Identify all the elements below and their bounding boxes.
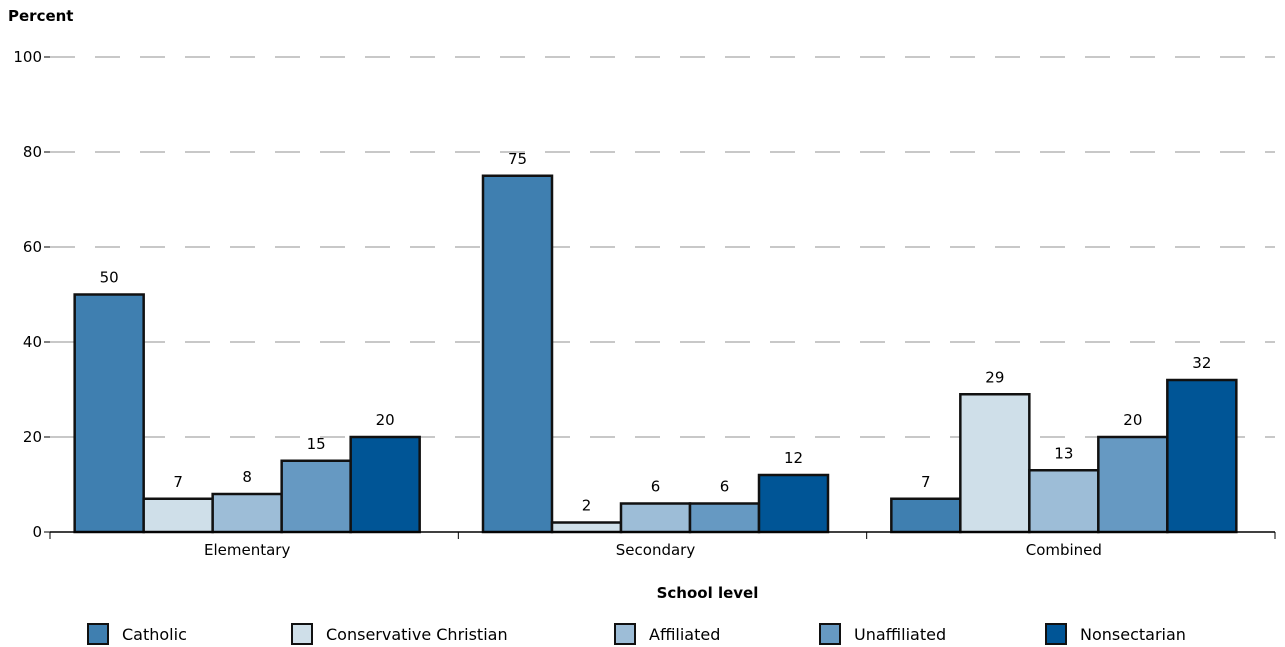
data-label: 7: [921, 473, 931, 491]
bars: [73, 174, 1238, 534]
y-tick-label: 40: [23, 333, 42, 351]
legend-label: Unaffiliated: [854, 625, 946, 644]
data-label: 6: [720, 478, 730, 496]
bar: [1166, 378, 1238, 534]
gridlines: [50, 56, 1275, 438]
bar: [550, 521, 623, 534]
bar: [280, 459, 352, 534]
legend-label: Catholic: [122, 625, 187, 644]
legend: Catholic Conservative Christian Affiliated…: [87, 623, 1186, 645]
data-label: 29: [985, 368, 1004, 386]
bar: [211, 492, 283, 534]
legend-swatch: [819, 623, 841, 645]
bar: [481, 174, 554, 534]
x-category-label: Combined: [1026, 541, 1102, 559]
bar: [619, 502, 692, 534]
legend-label: Conservative Christian: [326, 625, 508, 644]
y-tick-label: 80: [23, 143, 42, 161]
data-label: 6: [651, 478, 661, 496]
legend-swatch: [291, 623, 313, 645]
bar: [73, 293, 145, 534]
data-label: 20: [376, 411, 395, 429]
bar: [890, 497, 962, 534]
data-label: 12: [784, 449, 803, 467]
data-label: 2: [582, 497, 592, 515]
bar: [1097, 435, 1169, 534]
legend-label: Nonsectarian: [1080, 625, 1186, 644]
legend-swatch: [87, 623, 109, 645]
data-label: 7: [173, 473, 183, 491]
x-axis-title: School level: [657, 584, 759, 602]
legend-swatch: [1045, 623, 1067, 645]
data-label: 8: [242, 468, 252, 486]
y-axis-ticks: 0 20 40 60 80 100: [13, 48, 50, 541]
y-tick-label: 20: [23, 428, 42, 446]
bar: [959, 393, 1031, 534]
bar: [1028, 469, 1100, 534]
y-axis-title: Percent: [8, 7, 73, 25]
data-label: 32: [1192, 354, 1211, 372]
bar: [688, 502, 761, 534]
data-label: 20: [1123, 411, 1142, 429]
bar: [349, 435, 421, 534]
x-category-label: Secondary: [616, 541, 696, 559]
y-tick-label: 60: [23, 238, 42, 256]
x-axis-categories: Elementary Secondary Combined: [49, 532, 1276, 559]
data-label: 50: [100, 269, 119, 287]
legend-swatch: [614, 623, 636, 645]
data-label: 75: [508, 150, 527, 168]
data-labels: 50 7 8 15 20 75 2 6 6 12 7 29 13 20 32: [100, 150, 1212, 515]
bar: [142, 497, 214, 534]
data-label: 15: [307, 435, 326, 453]
data-label: 13: [1054, 444, 1073, 462]
legend-label: Affiliated: [649, 625, 720, 644]
x-category-label: Elementary: [204, 541, 290, 559]
y-tick-label: 0: [32, 523, 42, 541]
y-tick-label: 100: [13, 48, 42, 66]
bar: [757, 473, 830, 534]
